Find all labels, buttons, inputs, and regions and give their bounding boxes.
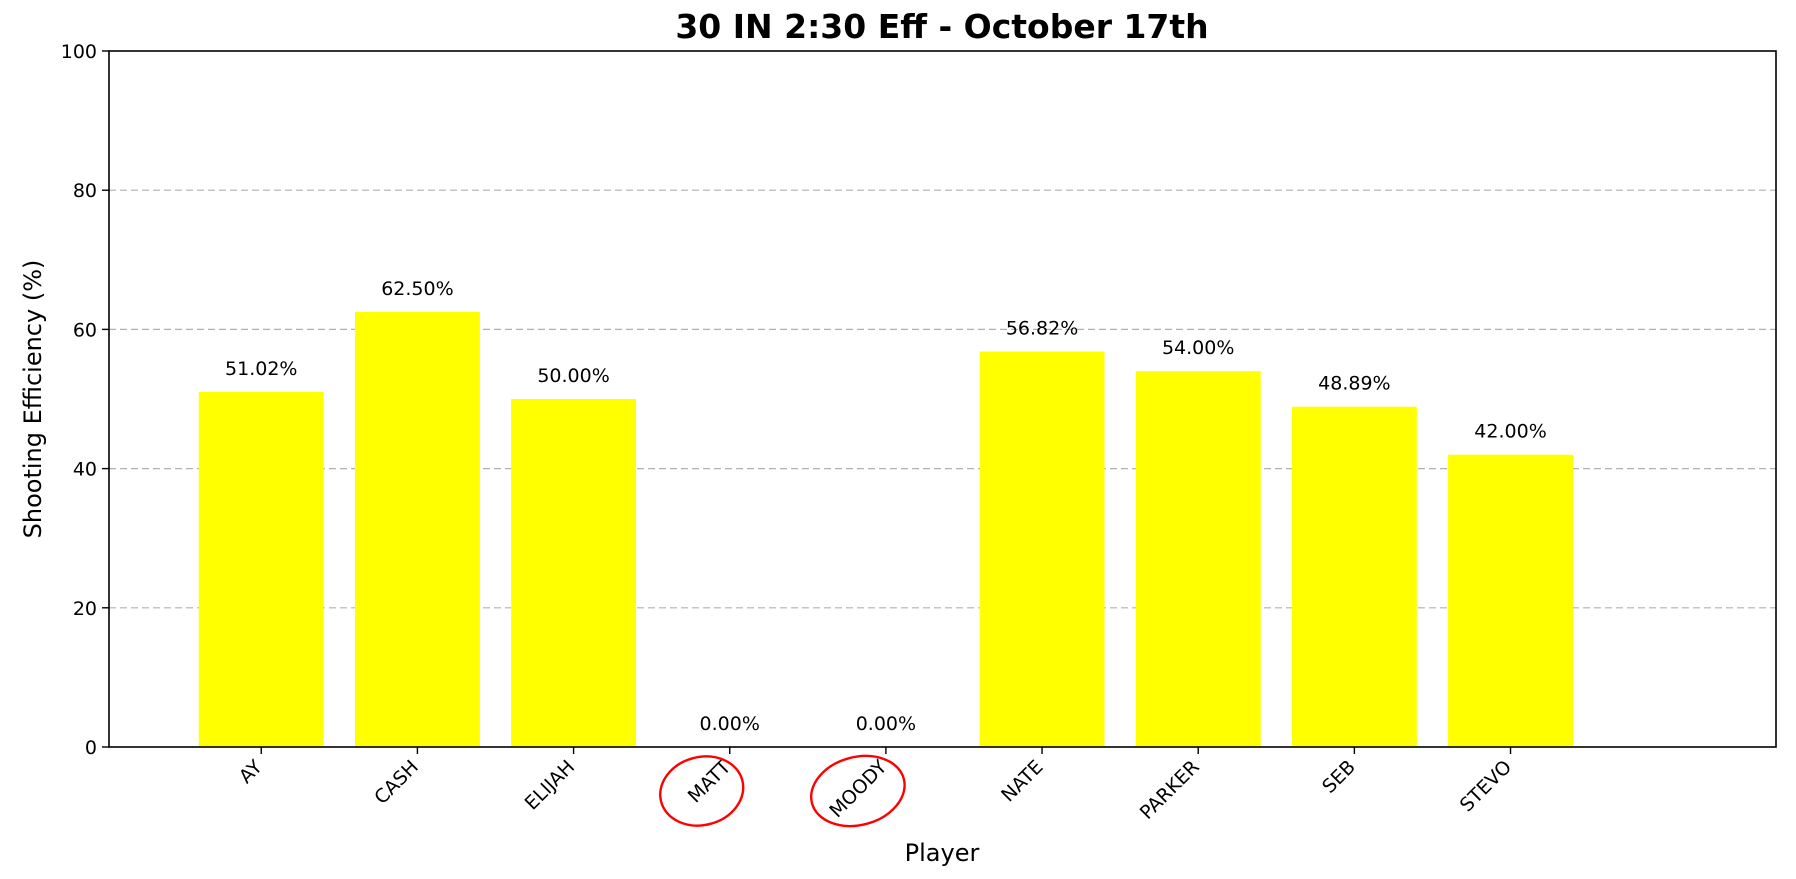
bars xyxy=(198,312,1573,747)
x-tick-label-parker: PARKER xyxy=(1136,756,1204,824)
x-tick-label-elijah: ELIJAH xyxy=(521,756,580,815)
bar-seb xyxy=(1291,406,1417,747)
y-tick-label: 100 xyxy=(61,41,97,63)
bar-value-label: 42.00% xyxy=(1474,421,1546,443)
bar-ay xyxy=(198,391,324,747)
bar-value-label: 62.50% xyxy=(381,278,453,300)
bar-value-label: 0.00% xyxy=(856,713,916,735)
x-tick-label-stevo: STEVO xyxy=(1456,756,1516,816)
highlight-circle-moody xyxy=(809,754,906,828)
bar-value-label: 54.00% xyxy=(1162,337,1234,359)
bar-elijah xyxy=(511,399,637,747)
x-axis-ticks: AY CASH ELIJAH MATT MOODY NATE PARKER SEB STEVO xyxy=(235,747,1516,824)
x-tick-label-ay: AY xyxy=(235,756,267,788)
highlight-circles xyxy=(659,754,906,828)
bar-cash xyxy=(354,312,480,747)
bar-value-label: 0.00% xyxy=(700,713,760,735)
y-axis-ticks: 0 20 40 60 80 100 xyxy=(61,41,109,759)
y-axis-label: Shooting Efficiency (%) xyxy=(19,260,47,539)
bar-parker xyxy=(1135,371,1261,747)
x-tick-label-seb: SEB xyxy=(1318,756,1360,798)
x-tick-label-nate: NATE xyxy=(997,756,1047,806)
bar-nate xyxy=(979,351,1105,747)
bar-value-label: 51.02% xyxy=(225,358,297,380)
y-tick-label: 0 xyxy=(85,737,97,759)
x-axis-label: Player xyxy=(905,839,980,867)
x-tick-label-matt: MATT xyxy=(684,756,736,808)
x-tick-label-moody: MOODY xyxy=(825,756,891,822)
chart-title: 30 IN 2:30 Eff - October 17th xyxy=(675,7,1208,46)
y-tick-label: 40 xyxy=(73,459,97,481)
bar-value-label: 48.89% xyxy=(1318,373,1390,395)
y-tick-label: 60 xyxy=(73,319,97,341)
bar-value-label: 56.82% xyxy=(1006,318,1078,340)
y-tick-label: 80 xyxy=(73,180,97,202)
x-tick-label-cash: CASH xyxy=(370,756,423,809)
plot-frame xyxy=(108,50,1777,748)
bar-value-label: 50.00% xyxy=(537,365,609,387)
bar-stevo xyxy=(1448,454,1573,747)
highlight-circle-matt xyxy=(659,755,745,827)
y-tick-label: 20 xyxy=(73,598,97,620)
bar-value-labels: 51.02% 62.50% 50.00% 0.00% 0.00% 56.82% 54.00%… xyxy=(225,278,1547,735)
